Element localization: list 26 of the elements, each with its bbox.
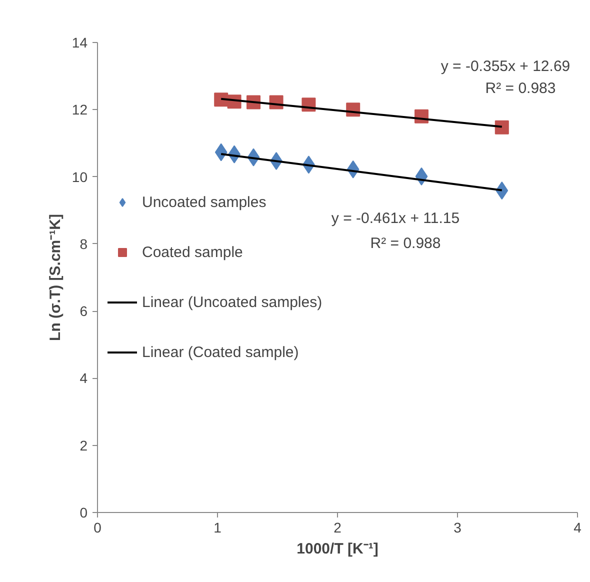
point xyxy=(214,92,228,107)
point xyxy=(494,120,509,134)
x-tick-label: 4 xyxy=(574,520,582,536)
annotation: R² = 0.988 xyxy=(370,235,441,252)
legend-label: Linear (Coated sample) xyxy=(142,344,299,360)
x-tick-label: 2 xyxy=(334,520,342,536)
x-tick-label: 1 xyxy=(214,520,222,536)
point xyxy=(214,143,228,162)
y-tick-label: 14 xyxy=(72,34,88,50)
y-axis-title: Ln (σ.T) [S.cm⁻¹K] xyxy=(46,214,64,341)
legend-label: Coated sample xyxy=(142,244,243,260)
legend-label: Uncoated samples xyxy=(142,194,266,210)
legend-label: Linear (Uncoated samples) xyxy=(142,294,322,310)
y-tick-label: 4 xyxy=(80,370,88,386)
y-tick-label: 10 xyxy=(72,168,88,185)
y-tick-label: 0 xyxy=(80,504,88,520)
y-tick-label: 12 xyxy=(72,102,88,118)
annotation: R² = 0.983 xyxy=(485,80,556,97)
y-tick-label: 6 xyxy=(80,303,88,320)
y-tick-label: 8 xyxy=(80,236,88,252)
x-tick-label: 0 xyxy=(94,520,102,536)
x-tick-label: 3 xyxy=(454,520,462,536)
annotation: y = -0.355x + 12.69 xyxy=(440,58,570,75)
annotation: y = -0.461x + 11.15 xyxy=(331,210,460,227)
y-tick-label: 2 xyxy=(80,437,88,454)
x-axis-title: 1000/T [K⁻¹] xyxy=(296,540,378,558)
